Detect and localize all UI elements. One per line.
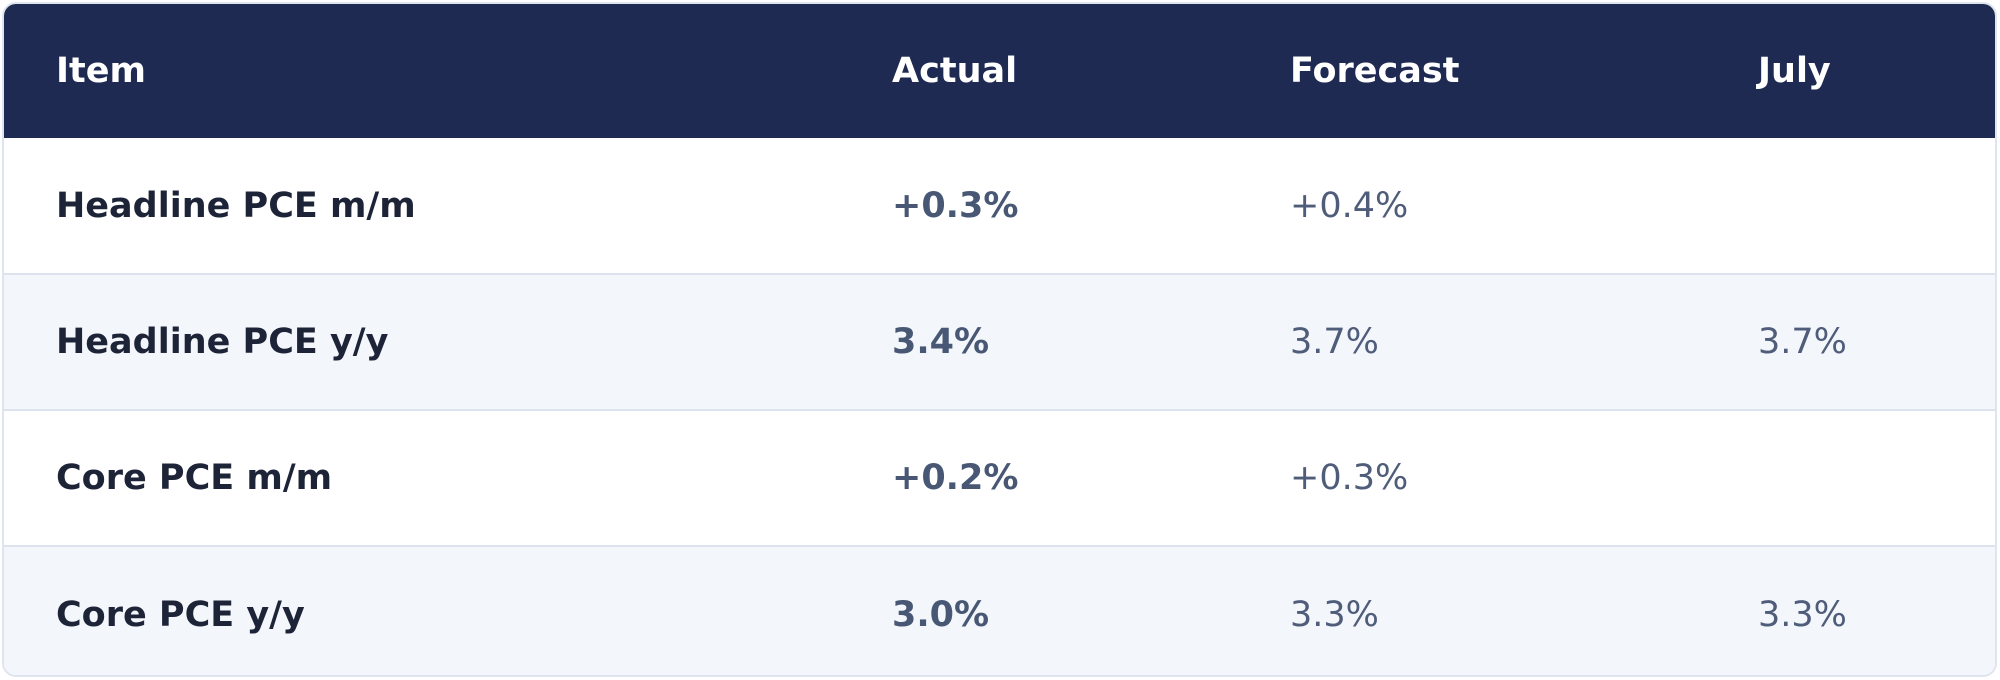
table-header: Item Actual Forecast July bbox=[4, 4, 1995, 138]
table-row: Core PCE m/m +0.2% +0.3% bbox=[4, 410, 1995, 546]
cell-july: 3.7% bbox=[1758, 322, 1847, 362]
table-row: Headline PCE m/m +0.3% +0.4% bbox=[4, 138, 1995, 274]
cell-actual: 3.0% bbox=[892, 594, 990, 635]
cell-item: Core PCE y/y bbox=[56, 594, 305, 635]
table-row: Core PCE y/y 3.0% 3.3% 3.3% bbox=[4, 546, 1995, 675]
cell-forecast: 3.3% bbox=[1290, 594, 1379, 635]
cell-actual: +0.3% bbox=[892, 185, 1019, 226]
cell-item: Headline PCE m/m bbox=[56, 185, 416, 226]
table-row: Headline PCE y/y 3.4% 3.7% 3.7% bbox=[4, 274, 1995, 410]
cell-actual: +0.2% bbox=[892, 458, 1019, 498]
data-table: Item Actual Forecast July Headline PCE m… bbox=[4, 4, 1995, 675]
cell-july: 3.3% bbox=[1758, 594, 1847, 635]
column-header-item: Item bbox=[56, 51, 146, 91]
cell-actual: 3.4% bbox=[892, 322, 990, 362]
column-header-forecast: Forecast bbox=[1290, 51, 1460, 91]
cell-item: Core PCE m/m bbox=[56, 458, 333, 498]
cell-forecast: 3.7% bbox=[1290, 322, 1379, 362]
cell-july bbox=[1706, 410, 1995, 546]
cell-forecast: +0.4% bbox=[1290, 185, 1409, 226]
column-header-july: July bbox=[1758, 51, 1831, 91]
cell-forecast: +0.3% bbox=[1290, 458, 1409, 498]
header-row: Item Actual Forecast July bbox=[4, 4, 1995, 138]
cell-item: Headline PCE y/y bbox=[56, 322, 389, 362]
column-header-actual: Actual bbox=[892, 51, 1018, 91]
table-body: Headline PCE m/m +0.3% +0.4% Headline PC… bbox=[4, 138, 1995, 675]
cell-july bbox=[1706, 138, 1995, 274]
